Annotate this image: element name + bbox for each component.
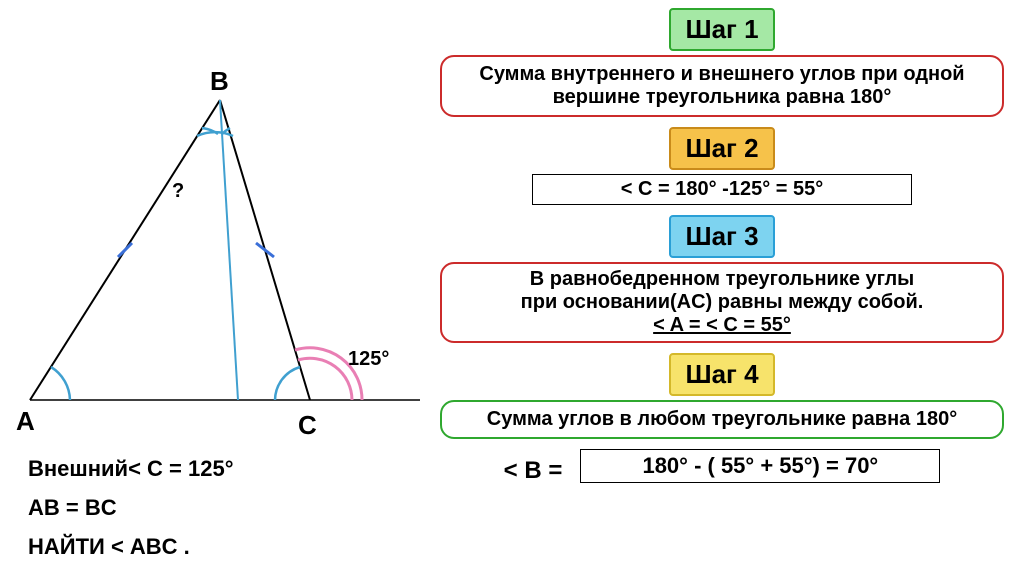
label-exterior: 125° xyxy=(348,348,389,371)
tick-ab xyxy=(118,243,132,257)
tick-bc xyxy=(256,243,274,257)
step4-box: Сумма углов в любом треугольнике равна 1… xyxy=(440,400,1004,439)
result-box: 180° - ( 55° + 55°) = 70° xyxy=(580,449,940,483)
given-line-1: Внешний< C = 125° xyxy=(28,452,440,485)
diagram-panel: A B C ? 125° Внешний< C = 125° AB = BC Н… xyxy=(0,0,440,574)
arc-a xyxy=(51,367,70,400)
result-label: < B = xyxy=(504,457,563,485)
arc-b-outer xyxy=(197,132,233,136)
arc-c-ext1 xyxy=(298,358,352,400)
step2-badge: Шаг 2 xyxy=(669,127,774,170)
label-c: C xyxy=(298,410,317,441)
step3-box: В равнобедренном треугольнике углы при о… xyxy=(440,262,1004,343)
step2-box: < C = 180° -125° = 55° xyxy=(532,174,912,205)
step1-badge: Шаг 1 xyxy=(669,8,774,51)
given-line-3: НАЙТИ < ABC . xyxy=(28,530,440,563)
step4-badge: Шаг 4 xyxy=(669,353,774,396)
given-line-2: AB = BC xyxy=(28,491,440,524)
step3-badge: Шаг 3 xyxy=(669,215,774,258)
label-b: B xyxy=(210,66,229,97)
step1-box: Сумма внутреннего и внешнего углов при о… xyxy=(440,55,1004,117)
steps-panel: Шаг 1 Сумма внутреннего и внешнего углов… xyxy=(440,0,1024,574)
bisector xyxy=(220,100,238,400)
label-question: ? xyxy=(172,180,184,203)
step3-line2: при основании(AC) равны между собой. xyxy=(452,291,992,314)
step3-line1: В равнобедренном треугольнике углы xyxy=(452,268,992,291)
label-a: A xyxy=(16,406,35,437)
step3-line3: < A = < C = 55° xyxy=(452,314,992,337)
arc-c-int xyxy=(275,367,300,400)
